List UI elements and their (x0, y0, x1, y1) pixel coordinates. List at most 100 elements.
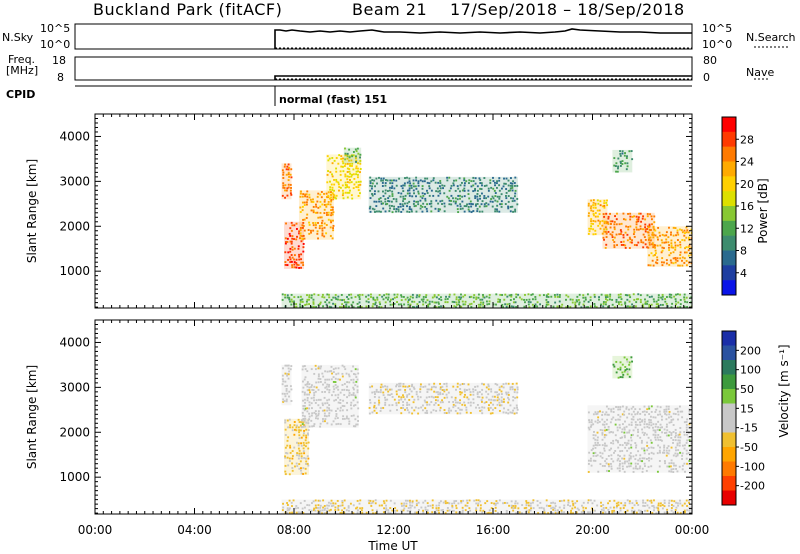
range-cell (310, 229, 312, 232)
range-cell (303, 393, 306, 396)
range-cell (620, 241, 623, 243)
range-cell (319, 504, 322, 507)
range-cell (485, 184, 488, 187)
range-cell (382, 190, 384, 193)
range-cell (623, 426, 626, 429)
range-cell (406, 499, 409, 502)
range-cell (402, 208, 405, 211)
range-cell (340, 306, 343, 308)
range-cell (385, 179, 387, 182)
range-cell (565, 306, 568, 308)
range-cell (460, 391, 463, 394)
range-cell (642, 305, 645, 308)
range-cell (388, 404, 391, 407)
range-cell (379, 197, 382, 199)
range-cell (388, 195, 391, 198)
range-cell (468, 179, 471, 182)
range-cell (423, 399, 426, 402)
range-cell (514, 388, 516, 391)
range-cell (319, 205, 322, 208)
range-cell (287, 367, 290, 370)
range-cell (605, 212, 608, 215)
range-cell (291, 224, 294, 227)
range-cell (663, 432, 666, 434)
range-cell (438, 185, 441, 188)
range-cell (337, 378, 340, 381)
range-cell (613, 451, 615, 454)
range-cell (602, 301, 605, 303)
range-cell (480, 182, 483, 185)
range-cell (451, 509, 454, 512)
range-cell (576, 507, 579, 510)
range-cell (331, 213, 334, 216)
range-cell (487, 189, 490, 192)
range-cell (652, 426, 654, 429)
range-cell (323, 409, 326, 412)
range-cell (661, 241, 664, 244)
range-cell (356, 511, 359, 514)
range-cell (359, 156, 361, 159)
range-cell (332, 390, 335, 393)
range-cell (308, 223, 311, 226)
range-cell (668, 226, 670, 229)
range-cell (384, 203, 387, 206)
range-cell (499, 298, 501, 301)
range-cell (400, 299, 403, 302)
range-cell (284, 372, 287, 375)
range-cell (459, 184, 462, 187)
range-cell (631, 506, 634, 509)
range-cell (678, 444, 681, 447)
range-cell (447, 197, 450, 200)
range-cell (514, 396, 517, 399)
range-cell (661, 507, 664, 510)
range-cell (622, 236, 625, 239)
range-cell (637, 462, 639, 465)
range-cell (299, 460, 302, 463)
range-cell (415, 200, 418, 203)
range-cell (481, 406, 484, 409)
range-cell (286, 511, 289, 514)
range-cell (670, 231, 672, 234)
range-cell (684, 470, 686, 473)
range-cell (297, 296, 300, 299)
range-cell (623, 356, 626, 359)
range-cell (455, 401, 457, 404)
range-cell (674, 439, 677, 442)
range-cell (313, 394, 316, 397)
range-cell (455, 298, 458, 301)
range-cell (672, 439, 675, 441)
range-cell (410, 390, 413, 393)
range-cell (605, 434, 608, 437)
range-cell (395, 179, 398, 182)
range-cell (304, 457, 307, 460)
range-cell (380, 200, 383, 203)
range-cell (663, 502, 666, 505)
range-cell (683, 433, 686, 436)
range-cell (592, 447, 595, 450)
range-cell (348, 375, 351, 378)
range-cell (445, 295, 447, 298)
range-cell (384, 404, 387, 406)
range-cell (436, 399, 439, 402)
range-cell (310, 200, 313, 203)
range-cell (498, 398, 501, 401)
range-cell (282, 182, 285, 185)
range-cell (514, 192, 517, 195)
range-cell (671, 504, 673, 506)
range-cell (644, 413, 646, 416)
range-cell (386, 179, 389, 182)
range-cell (578, 303, 581, 306)
range-cell (642, 499, 645, 502)
range-cell (302, 246, 305, 249)
range-cell (688, 410, 691, 413)
y-tick-label: 4000 (59, 129, 90, 143)
range-cell (301, 205, 304, 208)
range-cell (355, 423, 358, 426)
range-cell (426, 412, 429, 414)
range-cell (665, 423, 668, 426)
range-cell (489, 200, 492, 203)
range-cell (306, 393, 309, 396)
range-cell (284, 184, 287, 187)
range-cell (472, 401, 475, 404)
range-cell (348, 191, 351, 194)
